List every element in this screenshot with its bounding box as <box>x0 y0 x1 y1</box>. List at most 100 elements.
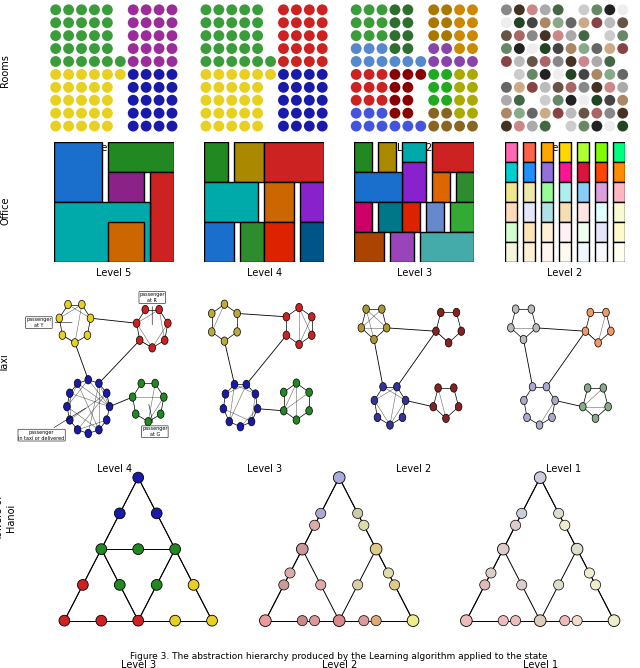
Circle shape <box>486 568 496 578</box>
Circle shape <box>467 95 478 106</box>
Circle shape <box>560 616 570 626</box>
Circle shape <box>516 580 527 590</box>
Circle shape <box>514 121 525 132</box>
Bar <box>403 142 426 162</box>
Circle shape <box>591 5 602 15</box>
Circle shape <box>89 43 100 54</box>
Circle shape <box>157 410 164 418</box>
Circle shape <box>591 43 602 54</box>
Bar <box>541 222 552 242</box>
Circle shape <box>553 43 564 54</box>
Circle shape <box>579 69 589 80</box>
Circle shape <box>390 108 401 119</box>
Circle shape <box>89 121 100 132</box>
Circle shape <box>141 108 152 119</box>
Circle shape <box>200 95 211 106</box>
Circle shape <box>514 56 525 67</box>
Circle shape <box>227 5 237 15</box>
Circle shape <box>166 30 177 41</box>
Text: Level 4: Level 4 <box>96 143 131 153</box>
Circle shape <box>102 95 113 106</box>
Circle shape <box>96 615 107 626</box>
Circle shape <box>79 301 85 309</box>
Circle shape <box>213 69 224 80</box>
Circle shape <box>252 69 263 80</box>
Circle shape <box>376 82 387 93</box>
Circle shape <box>308 313 315 321</box>
Circle shape <box>221 300 228 309</box>
Circle shape <box>443 414 449 423</box>
Circle shape <box>207 615 218 626</box>
Circle shape <box>154 30 164 41</box>
Circle shape <box>428 95 439 106</box>
Circle shape <box>376 30 387 41</box>
Circle shape <box>364 108 374 119</box>
Circle shape <box>128 17 139 28</box>
Bar <box>355 142 372 172</box>
Circle shape <box>317 5 328 15</box>
Circle shape <box>454 17 465 28</box>
Circle shape <box>239 56 250 67</box>
Circle shape <box>604 95 615 106</box>
Circle shape <box>536 421 543 430</box>
Circle shape <box>317 95 328 106</box>
Circle shape <box>534 615 546 627</box>
Circle shape <box>213 56 224 67</box>
Circle shape <box>115 508 125 519</box>
Bar <box>150 172 174 263</box>
Bar <box>504 182 516 202</box>
Circle shape <box>364 82 374 93</box>
Circle shape <box>161 336 168 345</box>
Circle shape <box>501 43 512 54</box>
Circle shape <box>445 339 452 347</box>
Bar <box>108 142 174 172</box>
Text: Level 2: Level 2 <box>321 660 357 668</box>
Circle shape <box>76 17 87 28</box>
Circle shape <box>89 108 100 119</box>
Circle shape <box>133 319 140 327</box>
Circle shape <box>226 418 232 426</box>
Circle shape <box>141 121 152 132</box>
Circle shape <box>239 121 250 132</box>
Circle shape <box>231 380 238 389</box>
Circle shape <box>497 543 509 555</box>
Circle shape <box>72 339 78 347</box>
Circle shape <box>501 121 512 132</box>
Circle shape <box>579 108 589 119</box>
Circle shape <box>239 30 250 41</box>
Circle shape <box>76 95 87 106</box>
Bar <box>451 202 474 232</box>
Circle shape <box>252 56 263 67</box>
Circle shape <box>387 421 394 430</box>
Bar <box>595 242 607 263</box>
Bar <box>559 202 571 222</box>
Bar <box>264 142 324 182</box>
Circle shape <box>76 56 87 67</box>
Bar <box>559 222 571 242</box>
Circle shape <box>279 580 289 590</box>
Circle shape <box>265 69 276 80</box>
Circle shape <box>579 403 586 411</box>
Text: Level 3: Level 3 <box>246 143 282 153</box>
Circle shape <box>200 56 211 67</box>
Circle shape <box>304 43 315 54</box>
Circle shape <box>584 568 595 578</box>
Circle shape <box>579 82 589 93</box>
Circle shape <box>142 305 148 314</box>
Circle shape <box>89 30 100 41</box>
Circle shape <box>480 580 490 590</box>
Circle shape <box>453 308 460 317</box>
Circle shape <box>353 580 363 590</box>
Circle shape <box>390 580 399 590</box>
Circle shape <box>428 121 439 132</box>
Circle shape <box>128 82 139 93</box>
Circle shape <box>304 95 315 106</box>
Circle shape <box>213 108 224 119</box>
Circle shape <box>553 5 564 15</box>
Circle shape <box>128 56 139 67</box>
Bar <box>264 222 294 263</box>
Bar <box>504 162 516 182</box>
Circle shape <box>591 580 600 590</box>
Circle shape <box>278 17 289 28</box>
Circle shape <box>252 108 263 119</box>
